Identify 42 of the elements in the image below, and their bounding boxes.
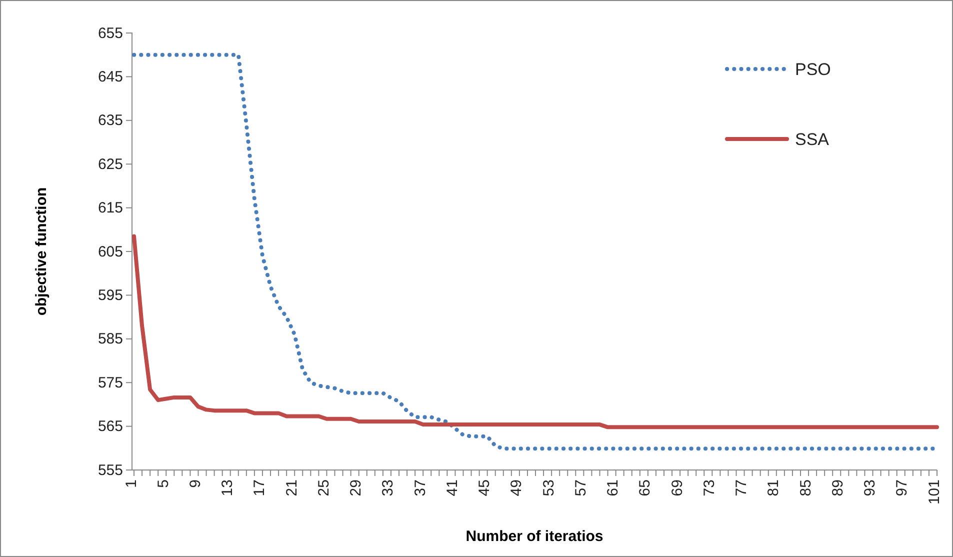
x-tick-label: 65 — [636, 480, 654, 496]
y-tick-label: 645 — [98, 68, 123, 86]
x-tick-label: 77 — [733, 480, 750, 496]
x-tick-label: 21 — [283, 480, 300, 496]
x-tick-label: 1 — [122, 480, 140, 488]
x-tick-label: 33 — [380, 480, 397, 496]
y-tick-label: 595 — [98, 287, 123, 304]
x-tick-label: 81 — [765, 480, 782, 496]
y-tick-label: 625 — [98, 156, 123, 173]
x-tick-label: 13 — [219, 480, 236, 496]
y-axis-title: objective function — [33, 187, 50, 316]
x-tick-label: 45 — [476, 480, 494, 496]
x-tick-label: 17 — [251, 480, 268, 496]
x-tick-label: 9 — [186, 480, 204, 488]
x-tick-label: 25 — [315, 480, 332, 496]
x-tick-label: 73 — [700, 480, 718, 496]
x-tick-label: 97 — [894, 480, 911, 496]
x-tick-label: 69 — [668, 480, 686, 496]
y-tick-label: 585 — [98, 330, 123, 348]
x-axis-title: Number of iteratios — [466, 528, 604, 545]
legend-label: SSA — [795, 130, 830, 149]
x-tick-label: 101 — [926, 480, 943, 505]
y-tick-label: 605 — [98, 243, 123, 260]
x-tick-label: 49 — [508, 480, 526, 496]
y-tick-label: 565 — [98, 418, 123, 436]
x-tick-label: 61 — [604, 480, 622, 496]
x-tick-label: 57 — [572, 480, 590, 496]
x-tick-label: 93 — [862, 480, 879, 496]
x-tick-label: 5 — [154, 480, 172, 488]
x-tick-label: 37 — [412, 480, 429, 496]
legend-label: PSO — [795, 60, 831, 79]
y-tick-label: 575 — [98, 374, 123, 392]
line-series — [132, 234, 939, 430]
x-tick-label: 29 — [348, 480, 365, 496]
x-tick-label: 89 — [829, 480, 846, 496]
y-tick-label: 555 — [98, 462, 123, 479]
y-tick-label: 615 — [98, 200, 123, 217]
x-tick-label: 85 — [797, 480, 814, 496]
x-tick-label: 41 — [444, 480, 461, 496]
x-tick-label: 53 — [540, 480, 558, 496]
y-tick-label: 635 — [98, 112, 123, 130]
y-tick-label: 655 — [98, 24, 123, 42]
